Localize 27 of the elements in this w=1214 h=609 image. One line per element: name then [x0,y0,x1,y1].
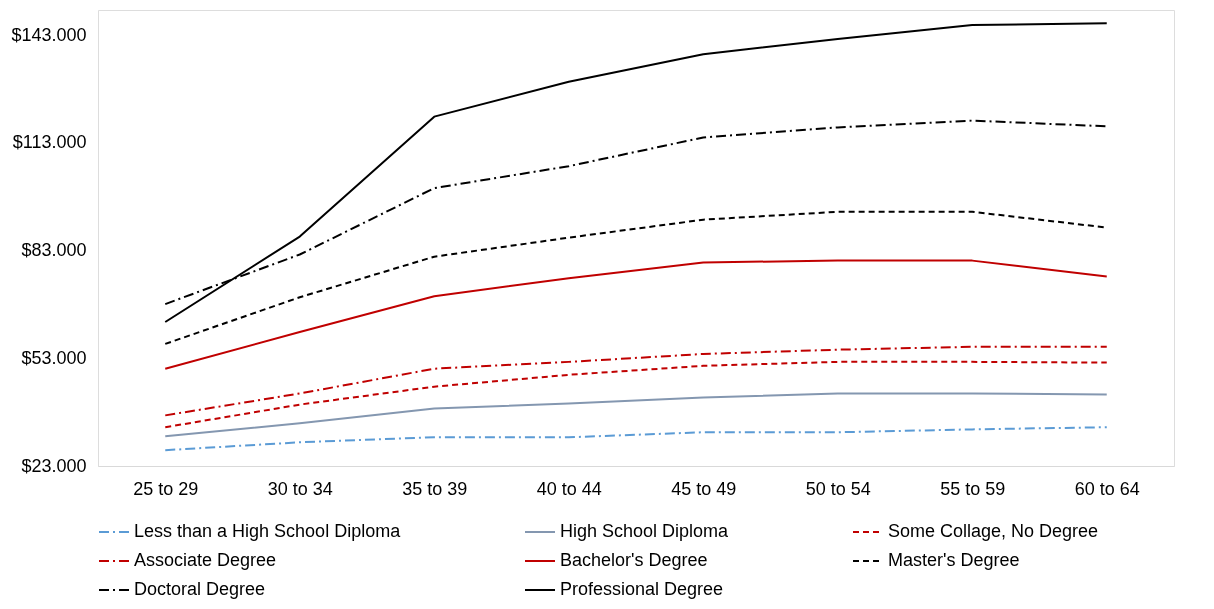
x-tick-label: 35 to 39 [402,478,468,499]
legend-label: Less than a High School Diploma [134,521,402,541]
x-tick-label: 60 to 64 [1074,478,1140,499]
y-tick-label: $143.000 [11,24,87,45]
legend-label: Associate Degree [134,550,277,570]
line-series [164,392,1108,438]
line-series [164,259,1108,370]
legend-label: Master's Degree [888,550,1020,570]
legend-label: High School Diploma [560,521,730,541]
line-series [164,22,1108,324]
legend-label: Professional Degree [560,579,724,599]
x-tick-label: 45 to 49 [671,478,737,499]
legend-label: Bachelor's Degree [560,550,708,570]
y-tick-label: $23.000 [21,455,87,476]
x-tick-label: 30 to 34 [267,478,333,499]
y-tick-label: $113.000 [12,132,87,153]
line-series [164,345,1108,417]
y-tick-label: $83.000 [21,240,87,261]
x-tick-label: 40 to 44 [536,478,602,499]
x-tick-label: 25 to 29 [133,478,199,499]
line-series [164,426,1108,452]
legend-label: Doctoral Degree [134,579,266,599]
x-tick-label: 50 to 54 [805,478,871,499]
x-tick-label: 55 to 59 [940,478,1006,499]
legend-label: Some Collage, No Degree [888,521,1099,541]
y-tick-label: $53.000 [21,347,87,368]
line-series [164,360,1108,429]
